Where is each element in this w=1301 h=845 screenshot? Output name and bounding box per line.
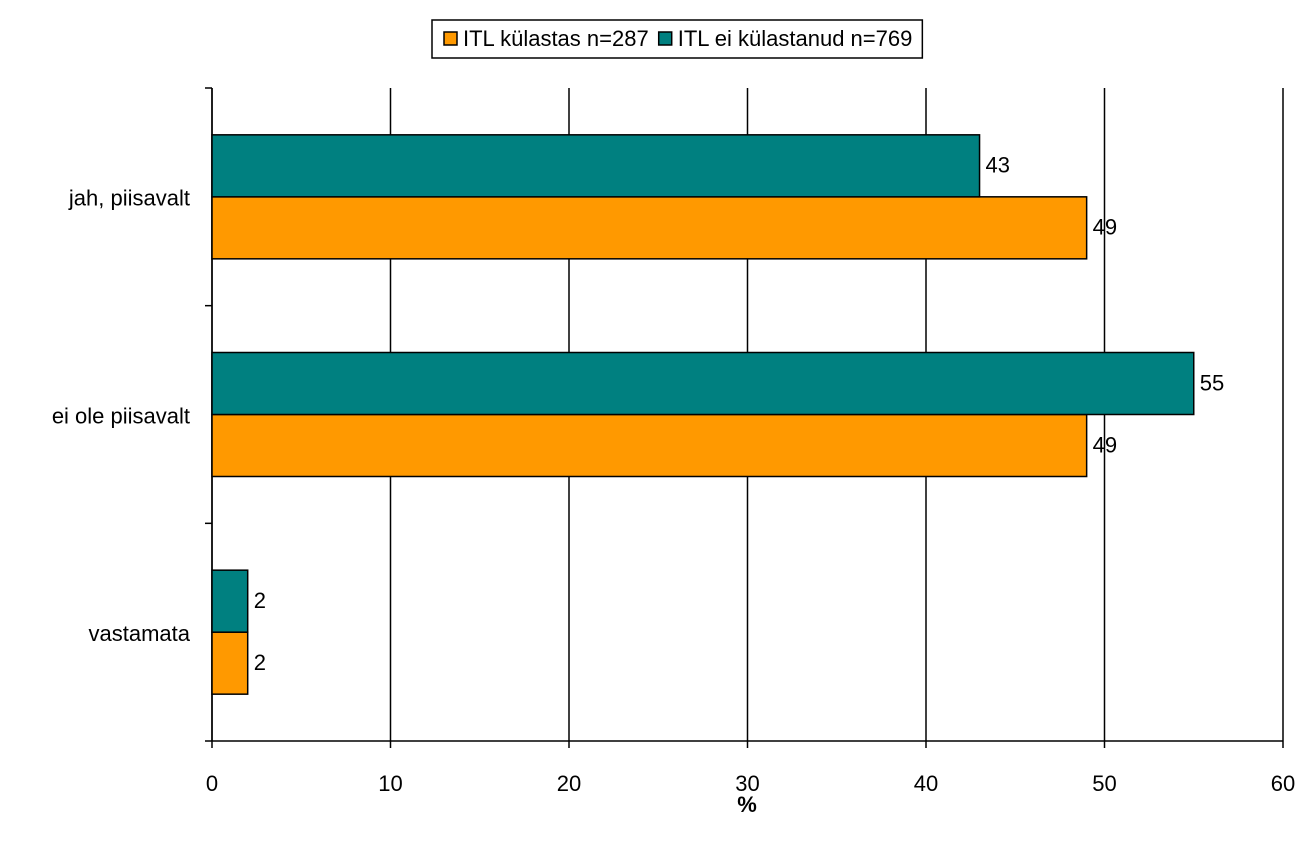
y-tick-label: ei ole piisavalt bbox=[52, 403, 190, 428]
x-tick-label: 60 bbox=[1271, 771, 1295, 796]
x-tick-label: 50 bbox=[1092, 771, 1116, 796]
x-tick-label: 0 bbox=[206, 771, 218, 796]
bar bbox=[211, 569, 249, 633]
legend-swatch bbox=[657, 31, 673, 46]
bar bbox=[211, 413, 1088, 478]
data-label: 2 bbox=[254, 588, 266, 613]
bar bbox=[211, 631, 249, 695]
data-label: 49 bbox=[1093, 215, 1117, 240]
legend-label: ITL külastas n=287 bbox=[463, 26, 649, 51]
x-tick-label: 20 bbox=[557, 771, 581, 796]
bar bbox=[211, 196, 1088, 260]
legend-swatch bbox=[443, 31, 458, 46]
legend-label: ITL ei külastanud n=769 bbox=[678, 26, 913, 51]
y-tick-label: jah, piisavalt bbox=[68, 186, 190, 211]
x-tick-label: 30 bbox=[735, 771, 759, 796]
x-tick-label: 40 bbox=[914, 771, 938, 796]
x-tick-label: 10 bbox=[378, 771, 402, 796]
legend-box bbox=[431, 19, 924, 59]
bar bbox=[211, 351, 1195, 416]
data-label: 49 bbox=[1093, 432, 1117, 457]
bar bbox=[211, 134, 981, 198]
data-label: 55 bbox=[1200, 370, 1224, 395]
x-axis-label: % bbox=[737, 792, 757, 817]
data-label: 43 bbox=[986, 153, 1010, 178]
data-label: 2 bbox=[254, 650, 266, 675]
y-tick-label: vastamata bbox=[89, 621, 191, 646]
